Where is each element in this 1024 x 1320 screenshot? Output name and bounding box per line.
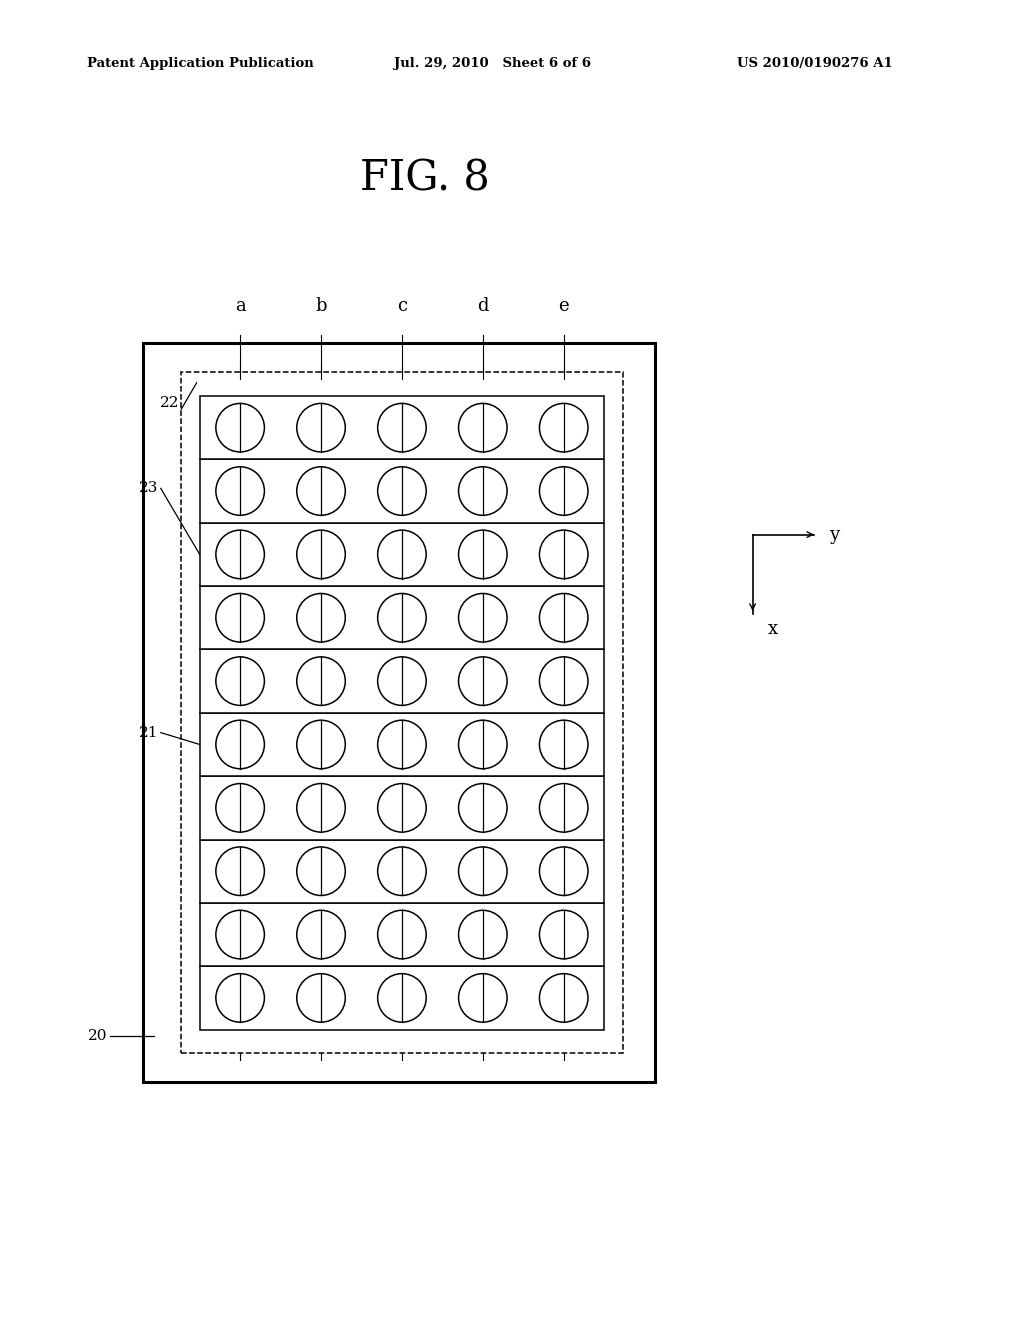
Ellipse shape — [459, 784, 507, 832]
Bar — [200, 966, 604, 1030]
Bar — [181, 372, 623, 1053]
Ellipse shape — [540, 531, 588, 578]
Text: Jul. 29, 2010   Sheet 6 of 6: Jul. 29, 2010 Sheet 6 of 6 — [394, 57, 591, 70]
Ellipse shape — [216, 784, 264, 832]
Bar — [143, 343, 655, 1082]
Text: b: b — [315, 297, 327, 315]
Ellipse shape — [459, 911, 507, 958]
Ellipse shape — [297, 531, 345, 578]
Ellipse shape — [459, 594, 507, 642]
Text: d: d — [477, 297, 488, 315]
Ellipse shape — [297, 721, 345, 768]
Ellipse shape — [297, 974, 345, 1022]
Ellipse shape — [378, 721, 426, 768]
Ellipse shape — [378, 404, 426, 451]
Ellipse shape — [216, 911, 264, 958]
Bar — [200, 840, 604, 903]
Ellipse shape — [378, 911, 426, 958]
Ellipse shape — [216, 847, 264, 895]
Bar — [200, 649, 604, 713]
Ellipse shape — [216, 467, 264, 515]
Ellipse shape — [216, 657, 264, 705]
Text: Patent Application Publication: Patent Application Publication — [87, 57, 313, 70]
Text: e: e — [558, 297, 569, 315]
Ellipse shape — [216, 721, 264, 768]
Ellipse shape — [378, 657, 426, 705]
Ellipse shape — [459, 847, 507, 895]
Bar — [200, 396, 604, 459]
Ellipse shape — [378, 531, 426, 578]
Text: 23: 23 — [139, 482, 159, 495]
Text: y: y — [829, 525, 840, 544]
Ellipse shape — [297, 404, 345, 451]
Ellipse shape — [540, 847, 588, 895]
Ellipse shape — [540, 721, 588, 768]
Ellipse shape — [459, 467, 507, 515]
Ellipse shape — [297, 594, 345, 642]
Ellipse shape — [216, 974, 264, 1022]
Text: FIG. 8: FIG. 8 — [360, 157, 489, 199]
Ellipse shape — [459, 721, 507, 768]
Text: 20: 20 — [88, 1030, 108, 1043]
Ellipse shape — [540, 911, 588, 958]
Text: a: a — [234, 297, 246, 315]
Ellipse shape — [297, 911, 345, 958]
Ellipse shape — [540, 784, 588, 832]
Ellipse shape — [297, 784, 345, 832]
Ellipse shape — [297, 657, 345, 705]
Text: 22: 22 — [160, 396, 179, 409]
Ellipse shape — [540, 974, 588, 1022]
Ellipse shape — [459, 531, 507, 578]
Ellipse shape — [378, 974, 426, 1022]
Ellipse shape — [378, 784, 426, 832]
Text: US 2010/0190276 A1: US 2010/0190276 A1 — [737, 57, 893, 70]
Ellipse shape — [216, 531, 264, 578]
Ellipse shape — [540, 657, 588, 705]
Ellipse shape — [540, 594, 588, 642]
Bar — [200, 586, 604, 649]
Bar — [200, 459, 604, 523]
Ellipse shape — [378, 467, 426, 515]
Bar — [200, 903, 604, 966]
Text: x: x — [768, 620, 778, 639]
Ellipse shape — [378, 594, 426, 642]
Ellipse shape — [540, 404, 588, 451]
Ellipse shape — [216, 594, 264, 642]
Ellipse shape — [378, 847, 426, 895]
Ellipse shape — [297, 467, 345, 515]
Bar — [200, 776, 604, 840]
Text: c: c — [397, 297, 407, 315]
Ellipse shape — [459, 657, 507, 705]
Ellipse shape — [459, 974, 507, 1022]
Ellipse shape — [216, 404, 264, 451]
Ellipse shape — [540, 467, 588, 515]
Bar — [200, 713, 604, 776]
Text: 21: 21 — [139, 726, 159, 739]
Ellipse shape — [459, 404, 507, 451]
Bar — [200, 523, 604, 586]
Ellipse shape — [297, 847, 345, 895]
